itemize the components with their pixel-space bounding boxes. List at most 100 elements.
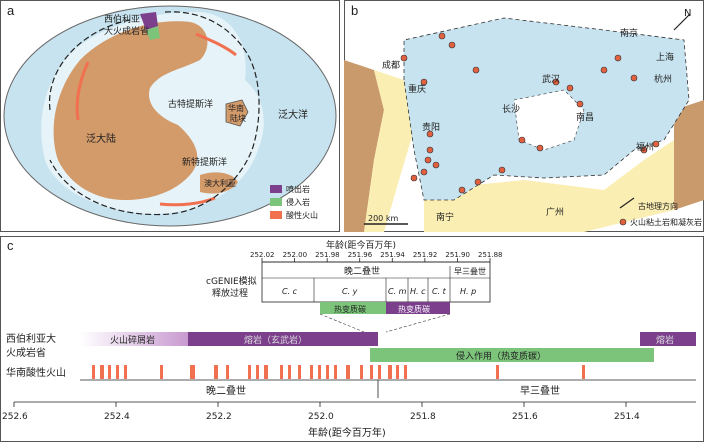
top-tick-label: 252.02 [250,251,275,259]
period-late-permian: 晚二叠世 [206,385,246,397]
volcanic-site [566,84,574,92]
sc-volcano-bar [326,365,329,379]
south-china-label: 华南 [228,103,244,113]
city-chengdu: 成都 [382,59,400,71]
legend-swatch-extrusive [270,185,282,193]
volcanic-site [400,54,408,62]
volcanic-site [536,144,544,152]
stage-h-p: H. p [460,287,476,296]
volcanic-site [576,100,584,108]
siberia-row-label-1: 西伯利亚大 [6,332,56,345]
city-shanghai: 上海 [656,51,674,63]
stage-h-c: H. c [410,287,426,296]
legend-label-direction: 古地理方向 [638,201,678,211]
scale-label: 200 km [368,214,398,223]
acidic-volcanism-arc [75,61,90,121]
volcanic-site [472,66,480,74]
period-early-triassic: 早三叠世 [520,385,560,397]
paleotethys-label: 古特提斯洋 [168,98,213,110]
south-china-label-2: 陆块 [230,113,246,123]
legend-label-intrusive: 侵入岩 [286,197,310,207]
top-tick-label: 251.88 [478,251,503,259]
panel-c-svg: 年龄(距今百万年) 252.02 252.00 251.98 251.96 251.94… [0,236,704,442]
bottom-tick-label: 252.4 [104,412,130,422]
sc-volcano-bar [226,365,229,379]
paleocurrent-arrow-icon [619,197,635,209]
sc-volcano-bar [388,365,392,379]
stage-c-c: C. c [282,287,298,296]
thermal-label-2: 热变质碳 [398,304,430,314]
volcanic-site [630,74,638,82]
intrusion-label: 侵入作用（热变质碳） [456,350,546,362]
bottom-tick-label: 252.2 [206,412,232,422]
thermal-carbon-bar-2 [386,302,450,314]
siberia-label-1: 西伯利亚 [104,13,140,25]
sc-volcano-bar [124,365,127,379]
panel-a-label: a [7,3,15,18]
top-axis-title: 年龄(距今百万年) [326,239,396,251]
nearshore-belt [364,70,414,232]
sc-volcano-bar [496,365,499,379]
city-hangzhou: 杭州 [654,73,672,85]
south-china-block [225,99,249,127]
volcanic-site [424,156,432,164]
panel-b-label: b [351,3,359,18]
lava-bar-end [640,332,696,346]
sc-volcano-bar [298,365,301,379]
bottom-tick-label: 251.8 [410,412,436,422]
sc-volcano-label: 华南酸性火山 [6,366,66,379]
volcanic-site [438,32,446,40]
volcanic-site [448,41,456,49]
panel-c-timeline: 年龄(距今百万年) 252.02 252.00 251.98 251.96 251.94… [0,236,704,442]
lava-mid-label: 熔岩（玄武岩） [244,334,307,346]
city-guiyang: 贵阳 [422,121,440,133]
city-nanning: 南宁 [436,211,454,223]
city-guangzhou: 广州 [546,206,564,218]
panel-b-svg: 成都 重庆 贵阳 南宁 广州 长沙 南昌 武汉 南京 上海 杭州 福州 N 20… [344,0,704,232]
volcanic-site [426,146,434,154]
legend-volcanic-icon [619,218,627,226]
sc-volcano-bar [288,365,291,379]
subduction-zone [48,11,260,216]
thermal-label-1: 热变质碳 [334,304,366,314]
sc-volcano-bar [310,365,313,379]
sc-volcano-bar [256,365,259,379]
volcanic-site [640,146,648,154]
siberia-lip-intrusive [146,26,160,40]
stage-c-m: C. m [388,287,407,296]
volcanic-site [498,166,506,174]
sc-volcano-bar [396,365,399,379]
bottom-tick-label: 251.4 [614,412,640,422]
sc-volcano-bar [160,365,163,379]
top-ticks: 252.02 252.00 251.98 251.96 251.94 251.92 251.… [250,251,503,262]
sc-volcano-bar [582,365,585,379]
panel-a-map: 西伯利亚 大火成岩省 泛大陆 古特提斯洋 新特提斯洋 泛大洋 华南 陆块 澳大利… [0,0,340,232]
siberia-label-2: 大火成岩省 [104,25,149,37]
volcanic-site [652,140,660,148]
egenie-line-2: 释放过程 [212,287,248,299]
egenie-line-1: cGENIE模拟 [206,275,257,287]
pangea-landmass [53,21,208,201]
panthalassa-label: 泛大洋 [278,108,308,121]
legend-swatch-intrusive [270,198,282,206]
legend-label-extrusive: 喷出岩 [286,184,310,194]
volcanic-site [458,186,466,194]
panel-c-label: c [7,238,14,253]
neotethys-label: 新特提斯洋 [182,156,227,168]
sc-volcano-bar [404,365,407,379]
pyroclastic-label: 火山碎屑岩 [110,334,155,346]
stage-c-y: C. y [342,287,358,296]
volcanic-site [420,168,428,176]
thermal-carbon-bar-1 [320,302,386,314]
top-tick-label: 251.96 [348,251,373,259]
bottom-tick-label: 252.6 [2,412,28,422]
sc-volcano-bar [360,365,363,379]
sc-volcano-bar [378,365,381,379]
top-tick-label: 251.90 [445,251,470,259]
north-label: N [684,8,691,19]
legend-swatch-acidic [270,211,282,219]
australia-label: 澳大利亚 [204,178,236,188]
sc-volcano-bar [92,365,95,379]
sc-volcano-bar [264,365,268,379]
siberia-row-label-2: 火成岩省 [6,346,46,359]
